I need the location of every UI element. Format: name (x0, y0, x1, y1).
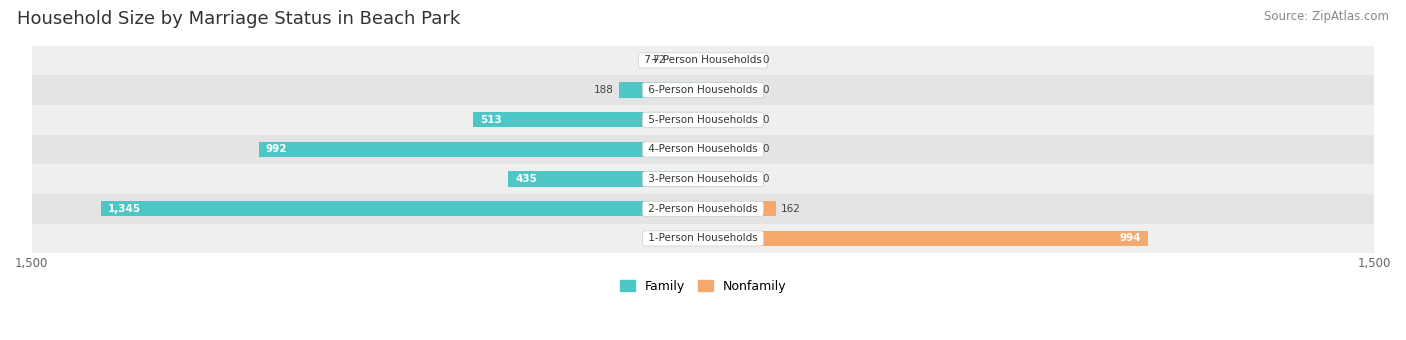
Text: 7+ Person Households: 7+ Person Households (641, 55, 765, 65)
Text: 435: 435 (515, 174, 537, 184)
Bar (703, 53, 756, 68)
Bar (32, 46, 1374, 75)
Bar (619, 82, 703, 98)
Bar (703, 201, 776, 217)
Text: 3-Person Households: 3-Person Households (645, 174, 761, 184)
Text: 0: 0 (762, 85, 769, 95)
Bar (703, 112, 756, 128)
Text: 994: 994 (1119, 234, 1142, 243)
Text: 188: 188 (593, 85, 613, 95)
Legend: Family, Nonfamily: Family, Nonfamily (620, 280, 786, 293)
Text: 1,345: 1,345 (108, 204, 141, 214)
Bar (32, 164, 1374, 194)
Text: 513: 513 (479, 115, 502, 125)
Bar (703, 142, 756, 157)
Text: 0: 0 (762, 115, 769, 125)
Bar (703, 171, 756, 187)
Text: 992: 992 (266, 144, 287, 154)
Bar (32, 194, 1374, 224)
Bar (32, 224, 1374, 253)
Bar (259, 142, 703, 157)
Bar (671, 53, 703, 68)
Text: Source: ZipAtlas.com: Source: ZipAtlas.com (1264, 10, 1389, 23)
Text: 6-Person Households: 6-Person Households (645, 85, 761, 95)
Bar (101, 201, 703, 217)
Text: 4-Person Households: 4-Person Households (645, 144, 761, 154)
Bar (703, 82, 756, 98)
Bar (474, 112, 703, 128)
Bar (32, 75, 1374, 105)
Text: 72: 72 (652, 55, 665, 65)
Bar (703, 231, 1147, 246)
Text: 1-Person Households: 1-Person Households (645, 234, 761, 243)
Bar (32, 105, 1374, 135)
Text: 2-Person Households: 2-Person Households (645, 204, 761, 214)
Text: 0: 0 (762, 144, 769, 154)
Bar (32, 135, 1374, 164)
Bar (509, 171, 703, 187)
Text: 0: 0 (762, 55, 769, 65)
Text: 5-Person Households: 5-Person Households (645, 115, 761, 125)
Text: 0: 0 (762, 174, 769, 184)
Text: Household Size by Marriage Status in Beach Park: Household Size by Marriage Status in Bea… (17, 10, 460, 28)
Text: 162: 162 (780, 204, 801, 214)
